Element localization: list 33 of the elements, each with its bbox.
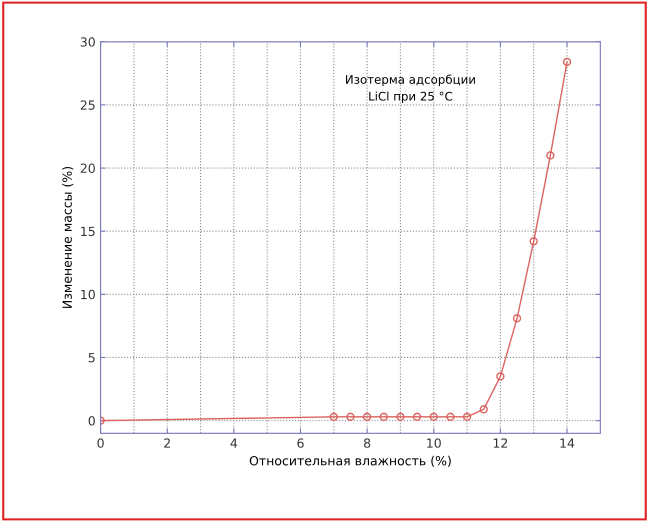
x-tick-label: 12 xyxy=(494,438,508,448)
x-tick-label: 10 xyxy=(427,438,441,448)
point xyxy=(462,412,472,422)
point xyxy=(480,405,488,414)
point xyxy=(396,412,405,422)
x-tick-label: 0 xyxy=(97,438,104,448)
y-tick-label: 25 xyxy=(80,100,95,110)
y-tick-label: 30 xyxy=(80,37,95,47)
point xyxy=(412,412,422,422)
y-tick-label: 15 xyxy=(81,226,95,236)
x-axis-title: Относительная влажность (%) xyxy=(250,456,451,467)
x-tick-label: 14 xyxy=(560,438,574,448)
y-tick-label: 10 xyxy=(81,290,95,300)
point xyxy=(346,412,355,422)
x-tick-label: 4 xyxy=(230,438,238,448)
point xyxy=(512,314,522,323)
point xyxy=(562,58,572,66)
point xyxy=(380,412,388,422)
x-tick-label: 8 xyxy=(364,438,370,448)
point xyxy=(330,412,338,422)
point xyxy=(430,412,438,422)
point xyxy=(546,151,555,160)
y-axis-title: Изменение массы (%) xyxy=(62,166,74,308)
x-tick-label: 2 xyxy=(164,438,170,448)
point xyxy=(362,412,372,422)
annotation: Изотерма адсорбции LiCl при 25 °C xyxy=(346,74,475,103)
x-tick-label: 6 xyxy=(297,438,304,448)
y-tick-label: 0 xyxy=(88,416,95,426)
y-tick-label: 5 xyxy=(88,353,95,362)
point xyxy=(446,412,455,422)
point xyxy=(496,372,505,381)
y-tick-label: 20 xyxy=(80,164,95,173)
point xyxy=(530,237,538,246)
